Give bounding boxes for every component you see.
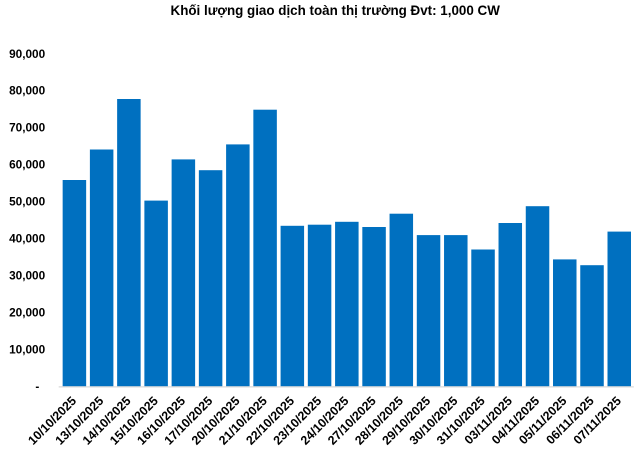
svg-text:30,000: 30,000: [9, 269, 46, 283]
svg-text:20,000: 20,000: [9, 306, 46, 320]
svg-text:40,000: 40,000: [9, 232, 46, 246]
svg-text:Khối lượng giao dịch toàn thị: Khối lượng giao dịch toàn thị trường Đvt…: [171, 3, 501, 18]
svg-text:80,000: 80,000: [9, 84, 46, 98]
svg-text:50,000: 50,000: [9, 195, 46, 209]
svg-text:70,000: 70,000: [9, 121, 46, 135]
svg-text:10,000: 10,000: [9, 343, 46, 357]
svg-text:90,000: 90,000: [9, 47, 46, 61]
svg-text:-: -: [35, 380, 39, 394]
svg-text:60,000: 60,000: [9, 158, 46, 172]
